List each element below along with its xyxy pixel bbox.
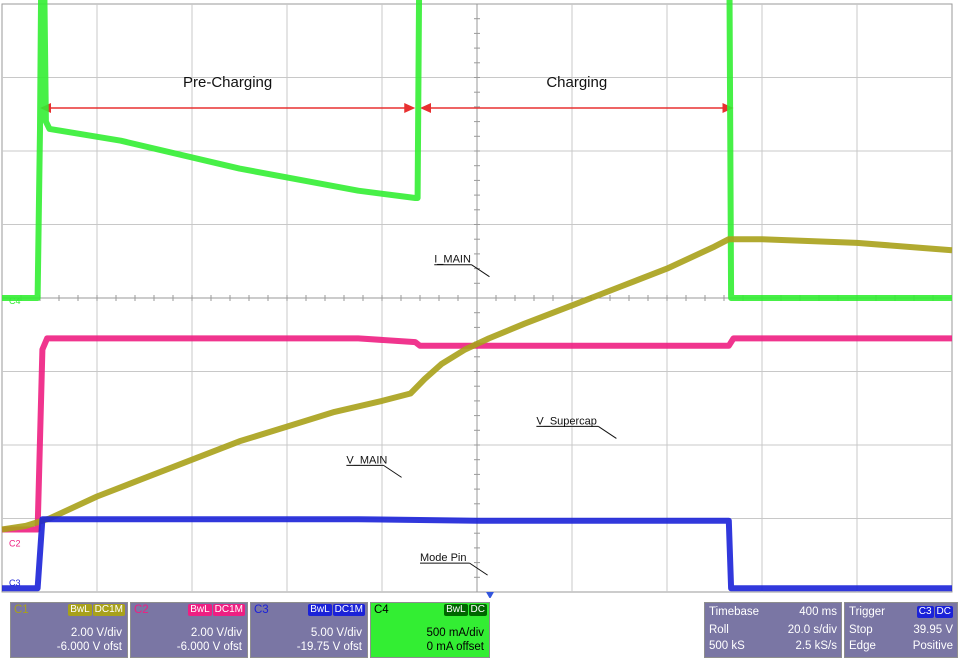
region-markers: Pre-Charging Charging [40,74,734,113]
trace-mode-pin [2,516,952,592]
channel-offset: -6.000 V ofst [176,641,242,653]
channel-badge-coupling: DC1M [92,604,125,616]
channel-badge-bandwidth: BwL [188,604,212,616]
region-arrow-head-right [404,103,416,113]
trigger-label: Trigger [849,606,885,618]
timebase-label: Timebase [709,606,760,618]
channel-badge-bandwidth: BwL [444,604,468,616]
channel-ground-label: C3 [9,578,21,588]
timebase-panel[interactable]: Timebase 400 ms Roll 20.0 s/div 500 kS 2… [704,602,842,658]
annotation-leader [469,562,488,576]
trigger-slope: Positive [912,640,953,652]
waveform-traces [1,0,953,592]
channel-scale: 2.00 V/div [190,627,242,639]
channel-panel-c4[interactable]: C4 BwL DC 500 mA/div 0 mA offset [370,602,490,658]
trace-i-main [2,0,952,301]
trace-v-main [2,335,952,533]
trigger-coupling-badge: DC [934,606,953,618]
channel-badge-bandwidth: BwL [68,604,92,616]
channel-badge-coupling: DC1M [212,604,245,616]
channel-offset: -19.75 V ofst [296,641,362,653]
annotation-leader [598,426,617,439]
trigger-type: Edge [849,640,876,652]
channel-scale: 2.00 V/div [70,627,122,639]
trigger-source-badge: C3 [916,606,934,618]
channel-ground-labels: C4 C2 C3 [9,296,21,588]
channel-name: C1 [14,604,29,616]
annotation-label: Mode Pin [420,552,466,564]
timebase-sample-rate: 2.5 kS/s [795,640,837,652]
trigger-position-marker [486,592,494,598]
channel-offset: 0 mA offset [426,641,484,653]
annotation-label: I_MAIN [434,254,471,266]
channel-name: C2 [134,604,149,616]
trace-v-supercap [1,236,953,533]
channel-offset: -6.000 V ofst [56,641,122,653]
channel-badge-bandwidth: BwL [308,604,332,616]
channel-panel-c3[interactable]: C3 BwL DC1M 5.00 V/div -19.75 V ofst [250,602,368,658]
timebase-samples: 500 kS [709,640,745,652]
annotation-leader [383,464,402,478]
channel-panel-c1[interactable]: C1 BwL DC1M 2.00 V/div -6.000 V ofst [10,602,128,658]
channel-name: C3 [254,604,269,616]
trigger-panel[interactable]: Trigger C3 DC Stop 39.95 V Edge Positive [844,602,958,658]
channel-badge-coupling: DC1M [332,604,365,616]
channel-panel-c2[interactable]: C2 BwL DC1M 2.00 V/div -6.000 V ofst [130,602,248,658]
trace-annotations: I_MAIN V_MAIN V_Supercap Mode Pin [346,254,617,576]
timebase-mode: Roll [709,624,729,636]
annotation-label: V_Supercap [536,415,597,427]
annotation-label: V_MAIN [346,454,387,466]
timebase-value: 400 ms [799,606,837,618]
annotation-leader [471,264,490,278]
status-bar: C1 BwL DC1M 2.00 V/div -6.000 V ofst C2 … [0,598,959,662]
channel-ground-label: C4 [9,296,21,306]
oscilloscope-screen: Pre-Charging Charging I_MAIN V_MAIN V_Super… [1,0,953,598]
timebase-rate: 20.0 s/div [787,624,837,636]
region-label: Charging [546,74,607,91]
trigger-state: Stop [849,624,873,636]
channel-ground-label: C2 [9,538,21,548]
trigger-level: 39.95 V [913,624,953,636]
channel-scale: 500 mA/div [426,627,484,639]
region-arrow-head-left [420,103,431,113]
channel-badge-coupling: DC [468,604,487,616]
channel-scale: 5.00 V/div [310,627,362,639]
region-label: Pre-Charging [183,74,272,91]
channel-name: C4 [374,604,389,616]
